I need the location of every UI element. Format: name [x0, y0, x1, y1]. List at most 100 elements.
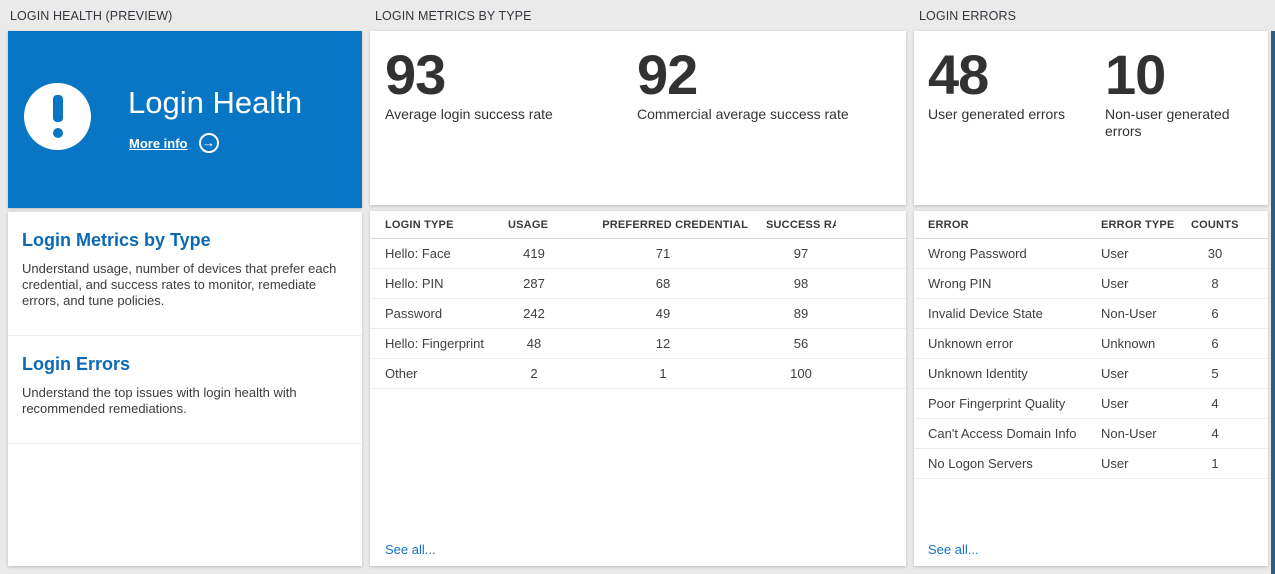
table-cell: 1: [1211, 456, 1219, 471]
table-cell: User: [1101, 456, 1129, 471]
stat-nonuser-errors: 10 Non-user generated errors: [1105, 46, 1245, 140]
table-cell: 89: [793, 306, 809, 321]
table-row: Hello: Fingerprint 48 12 56: [370, 329, 906, 359]
table-cell: Wrong Password: [928, 246, 1027, 261]
table-cell: Non-User: [1101, 306, 1157, 321]
table-header-cell: LOGIN TYPE: [385, 218, 454, 231]
section-header-login-health: LOGIN HEALTH (PREVIEW): [10, 9, 173, 23]
table-cell: Unknown error: [928, 336, 1014, 351]
table-cell: 8: [1211, 276, 1219, 291]
table-row: Password 242 49 89: [370, 299, 906, 329]
table-row: Poor Fingerprint Quality User 4: [914, 389, 1268, 419]
more-info-row: More info →: [129, 133, 219, 153]
table-row: Wrong PIN User 8: [914, 269, 1268, 299]
table-cell: Hello: PIN: [385, 276, 444, 291]
table-header-cell: SUCCESS RATE: [766, 218, 836, 231]
login-metrics-column: LOGIN METRICS BY TYPE 93 Average login s…: [370, 0, 906, 574]
table-cell: User: [1101, 246, 1129, 261]
nav-item-login-metrics[interactable]: Login Metrics by Type Understand usage, …: [8, 212, 362, 336]
stat-label: Commercial average success rate: [637, 106, 849, 122]
metrics-stat-card: 93 Average login success rate 92 Commerc…: [370, 31, 906, 205]
see-all-link[interactable]: See all...: [928, 542, 979, 557]
table-cell: 4: [1211, 396, 1219, 411]
login-health-tile[interactable]: Login Health More info →: [8, 31, 362, 208]
metrics-table-card: LOGIN TYPE USAGE PREFERRED CREDENTIAL SU…: [370, 211, 906, 566]
nav-item-title: Login Metrics by Type: [22, 230, 211, 250]
login-errors-column: LOGIN ERRORS 48 User generated errors 10…: [914, 0, 1268, 574]
table-cell: 287: [523, 276, 545, 291]
table-cell: 68: [655, 276, 671, 291]
table-cell: 12: [655, 336, 671, 351]
stat-value: 48: [928, 43, 989, 106]
table-cell: No Logon Servers: [928, 456, 1033, 471]
table-cell: Non-User: [1101, 426, 1157, 441]
table-cell: 98: [793, 276, 809, 291]
table-cell: User: [1101, 276, 1129, 291]
exclamation-bar: [52, 95, 63, 122]
tile-title: Login Health: [128, 85, 303, 120]
table-cell: Hello: Face: [385, 246, 451, 261]
section-header-login-errors: LOGIN ERRORS: [919, 9, 1017, 23]
table-cell: 419: [523, 246, 545, 261]
table-row: Can't Access Domain Info Non-User 4: [914, 419, 1268, 449]
table-cell: 100: [790, 366, 812, 381]
table-header-cell: USAGE: [508, 218, 549, 231]
login-health-column: LOGIN HEALTH (PREVIEW) Login Health More…: [8, 0, 362, 574]
table-cell: Wrong PIN: [928, 276, 992, 291]
table-cell: 4: [1211, 426, 1219, 441]
table-row: Unknown error Unknown 6: [914, 329, 1268, 359]
see-all-link[interactable]: See all...: [385, 542, 436, 557]
table-cell: Unknown: [1101, 336, 1156, 351]
table-row: Hello: PIN 287 68 98: [370, 269, 906, 299]
table-cell: 242: [523, 306, 545, 321]
errors-table-card: ERROR ERROR TYPE COUNTS Wrong Password U…: [914, 211, 1268, 566]
stat-label: Non-user generated errors: [1105, 106, 1230, 139]
alert-exclamation-icon: [24, 83, 91, 150]
table-cell: Can't Access Domain Info: [928, 426, 1077, 441]
table-row: Wrong Password User 30: [914, 239, 1268, 269]
table-cell: Password: [385, 306, 443, 321]
table-cell: 1: [659, 366, 667, 381]
nav-group: Login Metrics by Type Understand usage, …: [8, 212, 362, 566]
stat-label: Average login success rate: [385, 106, 553, 122]
table-cell: 49: [655, 306, 671, 321]
table-row: Other 2 1 100: [370, 359, 906, 389]
table-cell: 2: [530, 366, 538, 381]
nav-item-title: Login Errors: [22, 354, 131, 374]
section-header-login-metrics: LOGIN METRICS BY TYPE: [375, 9, 532, 23]
table-header-cell: ERROR TYPE: [1101, 218, 1175, 231]
table-header-cell: PREFERRED CREDENTIAL: [602, 218, 748, 231]
table-cell: 48: [526, 336, 542, 351]
table-row: No Logon Servers User 1: [914, 449, 1268, 479]
table-cell: User: [1101, 396, 1129, 411]
nav-item-description: Understand usage, number of devices that…: [22, 261, 337, 308]
arrow-right-circle-icon[interactable]: →: [198, 133, 219, 153]
stat-commercial-success: 92 Commercial average success rate: [637, 46, 849, 123]
table-cell: Other: [385, 366, 418, 381]
adjacent-blade-edge: [1271, 31, 1275, 574]
table-header-row: ERROR ERROR TYPE COUNTS: [914, 211, 1268, 239]
table-header-cell: ERROR: [928, 218, 969, 231]
table-cell: 97: [793, 246, 809, 261]
table-header-row: LOGIN TYPE USAGE PREFERRED CREDENTIAL SU…: [370, 211, 906, 239]
table-row: Hello: Face 419 71 97: [370, 239, 906, 269]
table-cell: Hello: Fingerprint: [385, 336, 484, 351]
nav-item-login-errors[interactable]: Login Errors Understand the top issues w…: [8, 336, 362, 444]
table-cell: 30: [1207, 246, 1223, 261]
table-cell: 6: [1211, 306, 1219, 321]
stat-user-errors: 48 User generated errors: [928, 46, 1105, 140]
table-cell: User: [1101, 366, 1129, 381]
table-cell: Invalid Device State: [928, 306, 1043, 321]
table-cell: Unknown Identity: [928, 366, 1028, 381]
table-cell: 6: [1211, 336, 1219, 351]
table-row: Invalid Device State Non-User 6: [914, 299, 1268, 329]
exclamation-dot: [52, 128, 63, 138]
stat-label: User generated errors: [928, 106, 1065, 122]
table-cell: 71: [655, 246, 671, 261]
nav-item-description: Understand the top issues with login hea…: [22, 385, 297, 416]
table-header-cell: COUNTS: [1191, 218, 1239, 231]
table-row: Unknown Identity User 5: [914, 359, 1268, 389]
more-info-link[interactable]: More info: [129, 135, 188, 151]
table-cell: 5: [1211, 366, 1219, 381]
stat-value: 93: [385, 43, 446, 106]
